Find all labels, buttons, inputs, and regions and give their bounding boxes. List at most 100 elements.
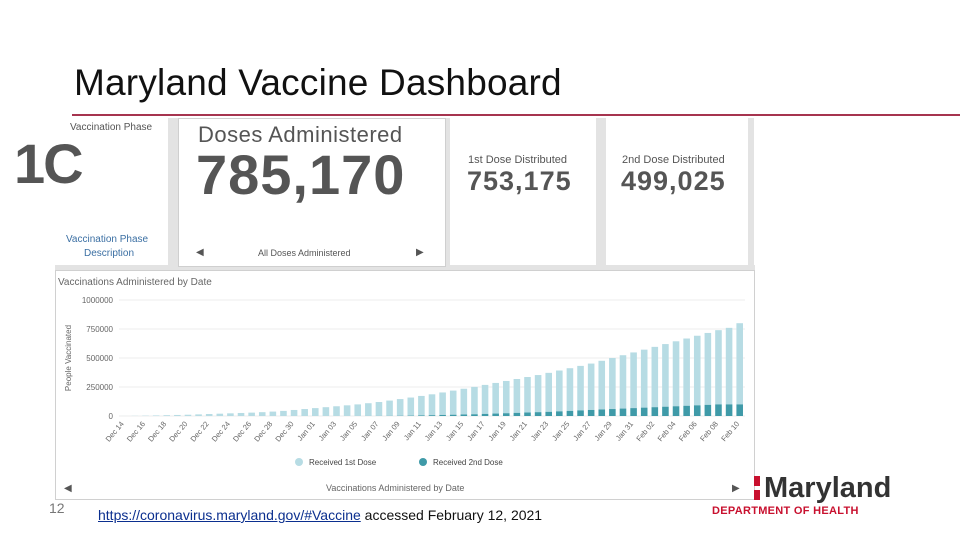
bar-first-dose (577, 365, 584, 411)
first-dose-label: 1st Dose Distributed (468, 154, 568, 166)
bar-second-dose (577, 410, 584, 416)
second-dose-value: 499,025 (621, 166, 726, 196)
bar-first-dose (227, 413, 234, 416)
bar-second-dose (481, 413, 489, 416)
phase-value: 1C (14, 132, 84, 195)
x-tick-label: Dec 18 (146, 420, 168, 444)
bar-second-dose (502, 413, 510, 416)
doses-scroll-label: All Doses Administered (258, 248, 351, 258)
source-citation: https://coronavirus.maryland.gov/#Vaccin… (98, 507, 542, 523)
bar-second-dose (651, 407, 659, 416)
x-tick-label: Jan 23 (529, 420, 550, 443)
maryland-health-logo: Maryland DEPARTMENT OF HEALTH (712, 472, 912, 520)
x-tick-label: Jan 05 (338, 420, 359, 443)
chart-scroll-left-icon[interactable]: ◀ (64, 483, 72, 494)
bar-second-dose (566, 410, 574, 416)
phase-description-link[interactable]: Vaccination Phase (66, 234, 149, 245)
x-tick-label: Dec 14 (104, 420, 126, 444)
logo-flag-mark (754, 476, 760, 500)
bar-second-dose (587, 409, 595, 416)
bar-first-dose (248, 412, 255, 416)
bar-first-dose (333, 406, 340, 416)
bar-first-dose (152, 415, 160, 416)
bar-second-dose (672, 406, 680, 416)
bar-first-dose (630, 352, 637, 409)
bar-second-dose (471, 414, 478, 416)
vaccinations-chart: 1000000 750000 500000 250000 0 People Vaccina… (64, 296, 745, 467)
logo-wordmark: Maryland (764, 472, 892, 504)
bar-second-dose (704, 404, 712, 416)
bar-second-dose (736, 404, 743, 416)
legend-marker-second-dose (419, 458, 427, 466)
bar-first-dose (662, 344, 669, 407)
bar-first-dose (640, 349, 648, 408)
bar-first-dose (418, 395, 425, 416)
y-tick-label: 250000 (86, 383, 113, 392)
tile-separator (55, 265, 755, 270)
logo-department: DEPARTMENT OF HEALTH (712, 505, 859, 517)
bar-first-dose (736, 323, 743, 405)
bar-second-dose (492, 413, 499, 416)
bar-first-dose (693, 335, 701, 406)
bar-first-dose (184, 414, 192, 416)
scroll-right-icon[interactable]: ▶ (416, 247, 424, 258)
bar-first-dose (216, 413, 224, 416)
bar-first-dose (683, 338, 690, 406)
bar-first-dose (492, 382, 499, 414)
tile-separator (168, 118, 178, 265)
x-tick-label: Jan 19 (486, 420, 507, 443)
x-tick-label: Jan 21 (508, 420, 529, 443)
scroll-left-icon[interactable]: ◀ (196, 247, 204, 258)
tile-separator (748, 118, 754, 265)
x-tick-label: Jan 31 (614, 420, 635, 443)
bar-second-dose (609, 409, 616, 416)
phase-label: Vaccination Phase (70, 122, 153, 133)
bar-first-dose (556, 370, 563, 412)
x-tick-label: Feb 02 (634, 420, 656, 444)
bar-first-dose (524, 377, 531, 413)
x-tick-label: Feb 10 (719, 420, 741, 444)
x-tick-label: Jan 11 (402, 420, 423, 443)
x-tick-label: Jan 01 (295, 420, 316, 443)
bar-first-dose (439, 392, 446, 415)
chart-scroll-right-icon[interactable]: ▶ (732, 483, 740, 494)
x-tick-label: Jan 27 (571, 420, 592, 443)
phase-description-link-line2[interactable]: Description (84, 248, 135, 259)
bar-second-dose (683, 405, 690, 416)
second-dose-label: 2nd Dose Distributed (622, 154, 725, 166)
doses-administered-tile (178, 118, 446, 267)
bar-first-dose (513, 378, 521, 413)
bar-first-dose (174, 414, 181, 416)
bar-first-dose (301, 409, 308, 416)
legend-marker-first-dose (295, 458, 303, 466)
bar-second-dose (619, 408, 627, 416)
page-number: 12 (49, 500, 65, 516)
bar-second-dose (715, 404, 722, 416)
bar-second-dose (662, 406, 669, 416)
x-tick-label: Dec 16 (125, 420, 147, 444)
x-tick-label: Jan 13 (423, 420, 444, 443)
source-link[interactable]: https://coronavirus.maryland.gov/#Vaccin… (98, 507, 361, 523)
bar-first-dose (195, 414, 202, 416)
bar-first-dose (609, 358, 616, 410)
x-tick-label: Feb 04 (656, 420, 678, 444)
bar-first-dose (449, 390, 457, 415)
bar-second-dose (513, 412, 521, 416)
y-axis-title: People Vaccinated (64, 325, 73, 391)
bar-first-dose (237, 412, 245, 416)
bar-first-dose (502, 380, 510, 414)
bar-first-dose (407, 397, 415, 416)
x-tick-label: Jan 03 (317, 420, 338, 443)
x-tick-label: Feb 08 (698, 420, 720, 444)
bar-first-dose (672, 341, 680, 407)
bar-first-dose (280, 410, 287, 416)
vaccinations-chart-panel (55, 270, 755, 500)
bar-second-dose (725, 404, 733, 416)
bar-first-dose (619, 355, 627, 409)
bar-first-dose (396, 399, 404, 416)
x-tick-label: Dec 22 (189, 420, 211, 444)
tile-separator (596, 118, 606, 265)
bar-second-dose (428, 415, 436, 416)
x-tick-label: Jan 17 (465, 420, 486, 443)
bar-first-dose (471, 386, 478, 415)
